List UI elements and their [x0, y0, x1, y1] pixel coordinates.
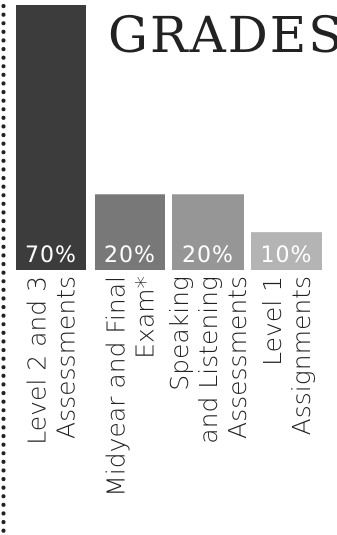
category-label-4: Level 1 Assignments: [258, 276, 316, 435]
bar-3: [172, 194, 244, 270]
page-title: GRADES: [108, 6, 337, 64]
category-label-line: Speaking: [165, 276, 194, 391]
bar-value-label-1: 70%: [25, 243, 77, 268]
category-label-line: Midyear and Final: [101, 276, 130, 497]
category-label-line: and Listening: [194, 276, 223, 444]
bar-value-label-4: 10%: [261, 243, 313, 268]
category-label-line: Level 2 and 3: [22, 276, 51, 445]
bar-value-label-2: 20%: [104, 243, 156, 268]
bar-4: [251, 232, 322, 270]
category-label-line: Assessments: [223, 276, 252, 439]
category-label-3: Speaking and Listening Assessments: [165, 276, 252, 444]
bar-value-label-3: 20%: [182, 243, 234, 268]
category-label-line: Assessments: [51, 276, 80, 439]
category-label-1: Level 2 and 3 Assessments: [22, 276, 80, 445]
category-label-line: Level 1: [258, 276, 287, 366]
category-label-line: Exam*: [130, 276, 159, 359]
bar-2: [95, 194, 165, 270]
category-label-2: Midyear and Final Exam*: [101, 276, 159, 497]
bar-1: [16, 5, 86, 270]
category-label-line: Assignments: [287, 276, 316, 435]
